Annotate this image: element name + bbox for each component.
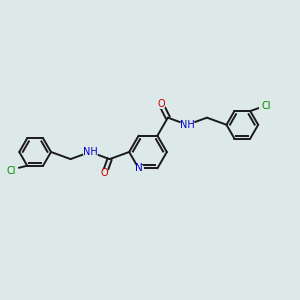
Text: NH: NH: [83, 147, 98, 157]
Text: Cl: Cl: [261, 101, 271, 111]
Text: O: O: [157, 99, 165, 109]
Text: N: N: [135, 163, 142, 173]
Text: Cl: Cl: [7, 166, 16, 176]
Text: O: O: [101, 168, 109, 178]
Text: NH: NH: [180, 120, 195, 130]
